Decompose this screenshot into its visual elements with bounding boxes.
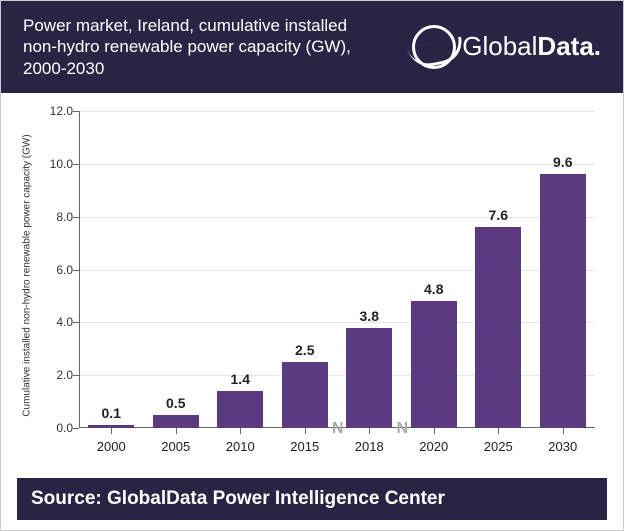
bar-value-label: 9.6 — [553, 154, 572, 170]
bar-value-label: 1.4 — [231, 371, 250, 387]
y-axis-label: Cumulative installed non-hydro renewable… — [22, 134, 33, 416]
bar-slot: 1.42010 — [208, 111, 273, 428]
bar: 1.4 — [217, 391, 263, 428]
x-tick-mark — [434, 428, 435, 434]
x-tick-label: 2005 — [161, 439, 190, 454]
x-tick-label: 2030 — [548, 439, 577, 454]
bar-slot: 3.82018N — [337, 111, 402, 428]
header-bar: Power market, Ireland, cumulative instal… — [1, 1, 623, 93]
logo-text-b: Data. — [537, 31, 601, 61]
logo-text: GlobalData. — [462, 31, 601, 62]
bars-container: 0.120000.520051.420102.52015N3.82018N4.8… — [79, 111, 595, 428]
x-tick-mark — [498, 428, 499, 434]
bar: 9.6 — [540, 174, 586, 428]
bar-slot: 7.62025 — [466, 111, 531, 428]
bar: 4.8 — [411, 301, 457, 428]
bar-value-label: 4.8 — [424, 281, 443, 297]
x-tick-label: 2000 — [97, 439, 126, 454]
x-tick-mark — [305, 428, 306, 434]
plot-region: Cumulative installed non-hydro renewable… — [79, 111, 595, 428]
bar-slot: 0.52005 — [144, 111, 209, 428]
x-tick-label: 2020 — [419, 439, 448, 454]
y-tick-label: 8.0 — [35, 210, 73, 224]
bar-value-label: 7.6 — [489, 207, 508, 223]
globaldata-logo: GlobalData. — [412, 25, 601, 69]
bar: 7.6 — [475, 227, 521, 428]
x-tick-mark — [563, 428, 564, 434]
bar: 2.5 — [282, 362, 328, 428]
x-tick-mark — [176, 428, 177, 434]
x-tick-label: 2018 — [355, 439, 384, 454]
x-tick-mark — [111, 428, 112, 434]
chart-card: Power market, Ireland, cumulative instal… — [0, 0, 624, 531]
y-tick-mark — [73, 428, 79, 429]
logo-swirl-icon — [412, 25, 456, 69]
x-tick-label: 2010 — [226, 439, 255, 454]
y-tick-label: 4.0 — [35, 315, 73, 329]
bar-slot: 2.52015N — [273, 111, 338, 428]
bar-value-label: 3.8 — [360, 308, 379, 324]
x-tick-mark — [240, 428, 241, 434]
bar: 3.8 — [346, 328, 392, 428]
bar-value-label: 0.5 — [166, 395, 185, 411]
bar-slot: 9.62030 — [531, 111, 596, 428]
bar-value-label: 0.1 — [102, 405, 121, 421]
y-tick-label: 10.0 — [35, 157, 73, 171]
chart-area: Cumulative installed non-hydro renewable… — [17, 103, 607, 470]
source-text: Source: GlobalData Power Intelligence Ce… — [31, 488, 445, 509]
x-tick-mark — [369, 428, 370, 434]
bar: 0.5 — [153, 415, 199, 428]
bar-slot: 0.12000 — [79, 111, 144, 428]
y-tick-label: 2.0 — [35, 368, 73, 382]
bar-slot: 4.82020 — [402, 111, 467, 428]
logo-text-a: Global — [462, 31, 537, 61]
source-footer: Source: GlobalData Power Intelligence Ce… — [17, 478, 607, 520]
chart-title: Power market, Ireland, cumulative instal… — [23, 15, 353, 79]
y-tick-label: 0.0 — [35, 421, 73, 435]
y-tick-label: 12.0 — [35, 104, 73, 118]
y-tick-label: 6.0 — [35, 263, 73, 277]
bar-value-label: 2.5 — [295, 342, 314, 358]
x-tick-label: 2015 — [290, 439, 319, 454]
x-tick-label: 2025 — [484, 439, 513, 454]
